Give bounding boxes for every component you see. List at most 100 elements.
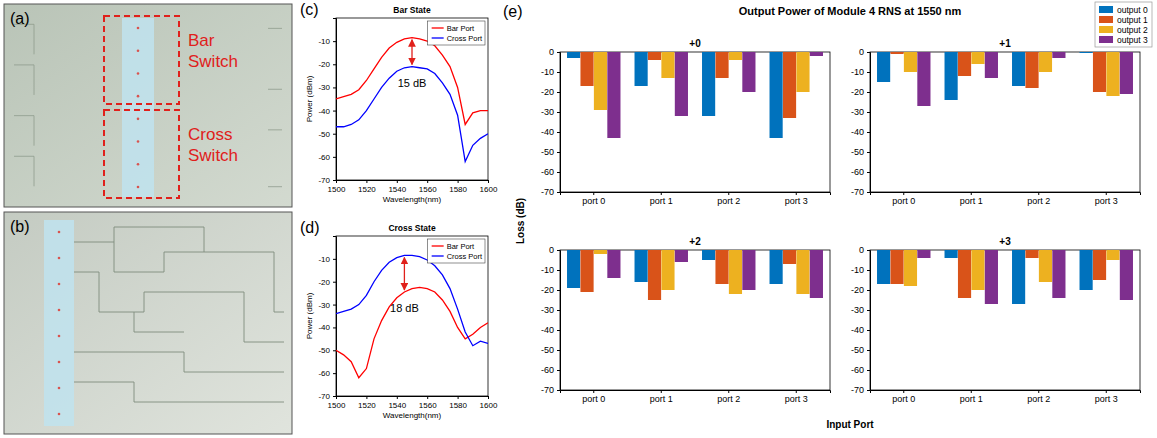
bar bbox=[810, 52, 823, 56]
legend-swatch bbox=[432, 27, 444, 28]
tick-mark bbox=[557, 350, 560, 351]
tick: port 0 bbox=[892, 390, 915, 404]
pad bbox=[137, 163, 140, 166]
tick: -40 bbox=[318, 107, 336, 116]
tick-mark bbox=[971, 192, 972, 195]
bar bbox=[567, 52, 580, 58]
tick: 1600 bbox=[480, 180, 498, 194]
bar bbox=[661, 52, 674, 78]
tick-mark bbox=[557, 290, 560, 291]
tick: port 2 bbox=[717, 192, 740, 206]
tick: -20 bbox=[851, 285, 870, 295]
legend-swatch bbox=[432, 245, 444, 246]
tick-mark bbox=[333, 396, 336, 397]
tick: 1540 bbox=[388, 180, 406, 194]
bar bbox=[904, 250, 917, 286]
tick: -50 bbox=[541, 147, 560, 157]
legend: output 0output 1output 2output 3 bbox=[1095, 2, 1152, 47]
panel-label: (e) bbox=[503, 3, 523, 20]
bar-panel: port 0port 1port 2port 30-10-20-30-40-50… bbox=[851, 236, 1141, 404]
bar bbox=[675, 250, 688, 262]
highlight-box bbox=[104, 16, 179, 104]
bar bbox=[890, 52, 903, 54]
tick-mark bbox=[458, 180, 459, 183]
bar bbox=[607, 52, 620, 138]
tick-mark bbox=[593, 390, 594, 393]
bar bbox=[810, 250, 823, 298]
tick: -50 bbox=[851, 345, 870, 355]
tick: -10 bbox=[851, 265, 870, 275]
legend-swatch bbox=[1099, 16, 1113, 23]
tick-mark bbox=[867, 132, 870, 133]
tick-label: 1520 bbox=[358, 185, 376, 194]
tick-mark bbox=[333, 305, 336, 306]
tick-label: -10 bbox=[851, 265, 864, 275]
tick-label: port 0 bbox=[582, 196, 605, 206]
axis-line bbox=[871, 391, 1141, 394]
tick-mark bbox=[1106, 390, 1107, 393]
tick-label: port 2 bbox=[717, 196, 740, 206]
panel-label: (c) bbox=[300, 1, 319, 18]
waveguide bbox=[114, 227, 204, 252]
tick-label: -50 bbox=[318, 346, 330, 355]
line-chart: 150015201540156015801600-70-60-50-40-30-… bbox=[300, 219, 498, 420]
tick-label: -40 bbox=[541, 325, 554, 335]
tick-mark bbox=[557, 250, 560, 251]
bar bbox=[904, 52, 917, 72]
tick: port 1 bbox=[960, 192, 983, 206]
bar bbox=[661, 250, 674, 290]
bar bbox=[729, 250, 742, 294]
waveguide bbox=[14, 65, 34, 95]
tick: 0 bbox=[859, 47, 870, 57]
tick: -40 bbox=[541, 127, 560, 137]
waveguide bbox=[74, 382, 284, 402]
tick-label: -70 bbox=[851, 385, 864, 395]
axis-line bbox=[337, 181, 489, 184]
tick-label: 0 bbox=[859, 47, 864, 57]
pad bbox=[58, 413, 61, 416]
tick: -70 bbox=[318, 392, 336, 401]
panel-label: (b) bbox=[10, 218, 30, 235]
tick-mark bbox=[557, 192, 560, 193]
tick-mark bbox=[903, 390, 904, 393]
bar bbox=[675, 52, 688, 116]
pad bbox=[137, 27, 140, 30]
tick-mark bbox=[1038, 192, 1039, 195]
tick: port 0 bbox=[582, 390, 605, 404]
tick-label: 1540 bbox=[388, 401, 406, 410]
tick-mark bbox=[557, 52, 560, 53]
bar bbox=[580, 52, 593, 86]
tick-mark bbox=[333, 157, 336, 158]
tick-label: -20 bbox=[318, 278, 330, 287]
bar bbox=[958, 250, 971, 298]
tick-label: port 1 bbox=[650, 394, 673, 404]
x-axis: port 0port 1port 2port 3 bbox=[871, 390, 1141, 404]
tick: -50 bbox=[318, 346, 336, 355]
plot-area bbox=[336, 255, 488, 377]
tick-mark bbox=[1106, 192, 1107, 195]
tick-mark bbox=[557, 310, 560, 311]
tick-mark bbox=[867, 152, 870, 153]
tick-mark bbox=[557, 370, 560, 371]
tick: -20 bbox=[541, 285, 560, 295]
tick-mark bbox=[333, 64, 336, 65]
tick: port 0 bbox=[582, 192, 605, 206]
tick: port 3 bbox=[1095, 390, 1118, 404]
tick-mark bbox=[427, 396, 428, 399]
legend-box bbox=[428, 239, 485, 263]
tick-mark bbox=[867, 52, 870, 53]
waveguide bbox=[204, 292, 284, 342]
axis-line bbox=[557, 251, 561, 391]
waveguide bbox=[268, 28, 282, 29]
tick-mark bbox=[333, 282, 336, 283]
bar bbox=[958, 52, 971, 76]
tick-label: -50 bbox=[851, 345, 864, 355]
tick-label: 0 bbox=[859, 245, 864, 255]
plot-area bbox=[877, 52, 1133, 106]
tick-mark bbox=[557, 172, 560, 173]
legend-box bbox=[1095, 2, 1152, 47]
bar bbox=[1012, 52, 1025, 86]
tick-label: -70 bbox=[318, 392, 330, 401]
tick-label: -40 bbox=[318, 107, 330, 116]
tick: 1540 bbox=[388, 396, 406, 410]
